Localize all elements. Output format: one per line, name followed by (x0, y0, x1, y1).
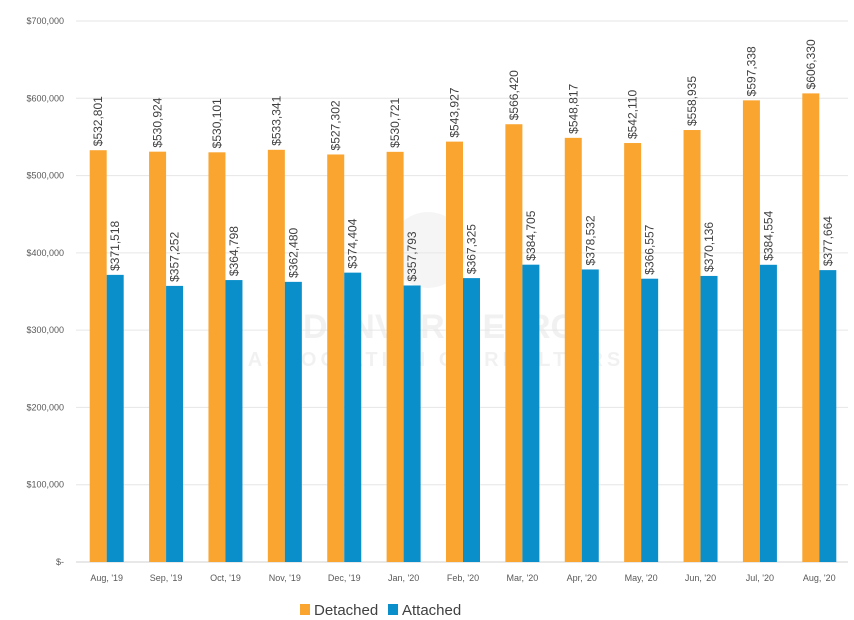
bar-detached (89, 150, 107, 562)
bar-attached (641, 278, 659, 562)
y-tick-label: $300,000 (26, 325, 64, 335)
bar-detached (505, 124, 523, 563)
y-tick-label: $200,000 (26, 402, 64, 412)
x-tick-label: Sep, '19 (150, 573, 183, 583)
x-tick-label: Aug, '20 (803, 573, 836, 583)
x-tick-label: Oct, '19 (210, 573, 241, 583)
bar-attached (463, 278, 480, 562)
bar-attached (106, 274, 124, 562)
x-tick-label: Mar, '20 (507, 573, 539, 583)
legend-label-attached: Attached (402, 602, 461, 619)
data-label: $362,480 (286, 227, 300, 277)
bar-detached (624, 143, 642, 562)
data-label: $377,664 (821, 216, 835, 266)
data-label: $530,924 (151, 97, 165, 147)
y-tick-label: $600,000 (26, 93, 64, 103)
data-label: $566,420 (507, 70, 521, 120)
data-label: $364,798 (227, 226, 241, 276)
data-label: $533,341 (269, 95, 283, 145)
y-tick-label: $700,000 (26, 16, 64, 26)
data-label: $384,554 (761, 210, 775, 260)
data-label: $606,330 (804, 39, 818, 89)
bar-detached (446, 141, 463, 562)
data-label: $367,325 (465, 224, 479, 274)
bar-detached (149, 151, 167, 562)
data-label: $378,532 (583, 215, 597, 265)
x-tick-label: Nov, '19 (269, 573, 301, 583)
bar-detached (208, 152, 226, 562)
x-tick-label: Dec, '19 (328, 573, 361, 583)
bar-attached (581, 269, 599, 562)
data-label: $597,338 (744, 46, 758, 96)
x-tick-label: Jun, '20 (685, 573, 716, 583)
bar-detached (683, 130, 701, 563)
data-label: $374,404 (346, 218, 360, 268)
data-label: $530,101 (210, 98, 224, 148)
bar-attached (759, 264, 777, 562)
bar-attached (700, 275, 718, 562)
bar-detached (386, 151, 404, 562)
bar-attached (403, 285, 421, 562)
data-label: $357,252 (168, 232, 182, 282)
data-label: $548,817 (566, 83, 580, 133)
x-tick-label: Apr, '20 (567, 573, 597, 583)
bar-attached (522, 264, 540, 562)
bar-attached (344, 272, 362, 562)
bar-detached (742, 100, 760, 562)
x-tick-label: Feb, '20 (447, 573, 479, 583)
data-label: $532,801 (91, 96, 105, 146)
bar-attached (225, 280, 243, 562)
bar-attached (284, 281, 302, 562)
legend: Detached Attached (300, 602, 461, 619)
x-tick-label: Jan, '20 (388, 573, 419, 583)
y-tick-label: $400,000 (26, 248, 64, 258)
y-tick-label: $100,000 (26, 480, 64, 490)
bar-detached (802, 93, 820, 563)
data-label: $542,110 (626, 90, 640, 139)
x-tick-label: May, '20 (625, 573, 658, 583)
x-tick-label: Jul, '20 (746, 573, 774, 583)
legend-swatch-detached (300, 604, 310, 615)
data-label: $527,302 (329, 100, 343, 150)
data-label: $370,136 (702, 222, 716, 272)
bar-detached (564, 137, 582, 562)
data-label: $357,793 (405, 231, 419, 281)
bar-detached (267, 149, 285, 563)
data-label: $371,518 (108, 220, 122, 270)
data-label: $384,705 (524, 210, 538, 260)
data-label: $366,557 (643, 224, 657, 274)
bar-attached (166, 285, 184, 562)
legend-swatch-attached (388, 604, 398, 615)
data-label: $543,927 (448, 87, 462, 137)
legend-label-detached: Detached (314, 602, 378, 619)
y-tick-label: $- (56, 557, 64, 567)
bar-detached (327, 154, 345, 562)
data-label: $530,721 (388, 97, 402, 147)
y-tick-label: $500,000 (26, 171, 64, 181)
bar-attached (819, 270, 837, 562)
x-tick-label: Aug, '19 (90, 573, 123, 583)
data-label: $558,935 (685, 76, 699, 126)
